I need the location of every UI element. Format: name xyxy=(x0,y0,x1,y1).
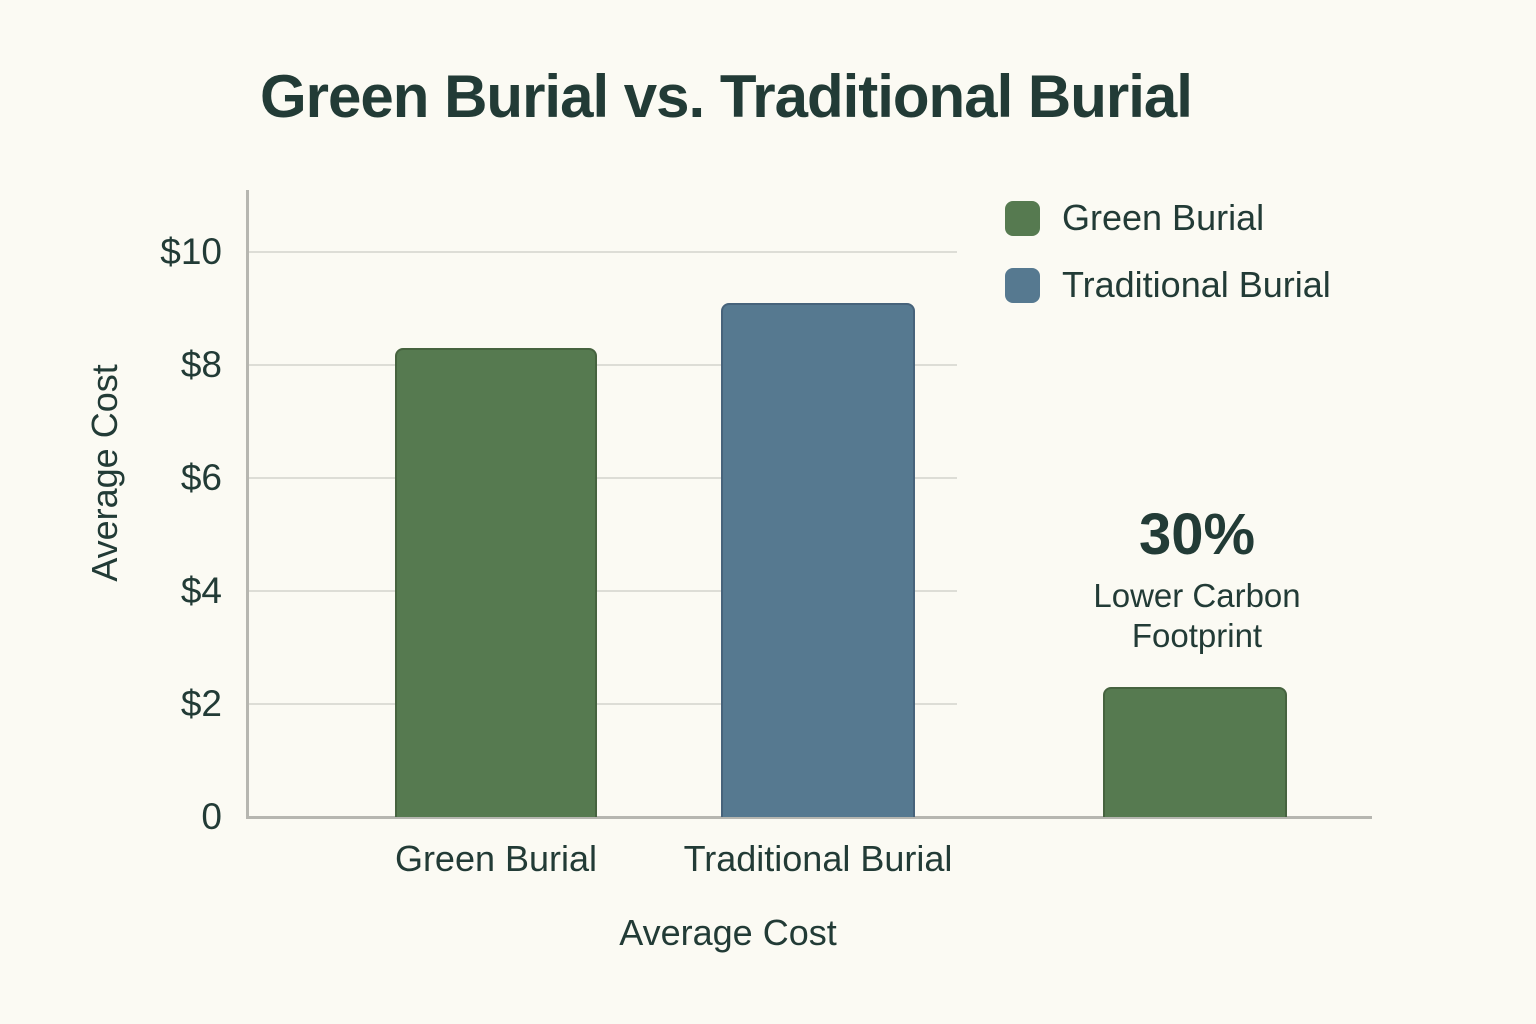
annotation-headline: 30% xyxy=(1138,502,1256,567)
bar-green-burial xyxy=(395,348,597,817)
x-tick-label: Green Burial xyxy=(394,838,598,879)
chart-title: Green Burial vs. Traditional Burial xyxy=(260,63,1193,130)
x-tick-label: Traditional Burial xyxy=(683,838,953,879)
legend-item: Green Burial xyxy=(1005,197,1265,238)
legend-label: Traditional Burial xyxy=(1062,264,1331,305)
legend-swatch-icon xyxy=(1005,267,1040,303)
legend-item: Traditional Burial xyxy=(1005,264,1331,305)
gridline-10 xyxy=(246,251,957,254)
y-tick-label: $4 xyxy=(180,570,222,612)
y-axis-line xyxy=(246,190,249,817)
y-tick-label: $2 xyxy=(180,683,222,725)
x-axis-title: Average Cost xyxy=(619,912,837,953)
carbon-annotation: 30% Lower Carbon Footprint xyxy=(1032,504,1362,656)
gridline-2 xyxy=(246,703,957,706)
x-axis-line xyxy=(246,816,1372,819)
bar-traditional-burial xyxy=(721,303,915,817)
y-tick-label: $6 xyxy=(180,457,222,499)
annotation-subtext: Lower Carbon Footprint xyxy=(1093,577,1301,654)
legend-label: Green Burial xyxy=(1062,197,1265,238)
y-tick-label: $8 xyxy=(180,344,222,386)
y-tick-label: 0 xyxy=(201,796,222,837)
y-tick-label: $10 xyxy=(160,231,222,273)
gridline-6 xyxy=(246,477,957,480)
legend-swatch-icon xyxy=(1005,200,1040,236)
gridline-4 xyxy=(246,590,957,593)
bar-carbon-footprint xyxy=(1103,687,1287,817)
gridline-8 xyxy=(246,364,957,367)
